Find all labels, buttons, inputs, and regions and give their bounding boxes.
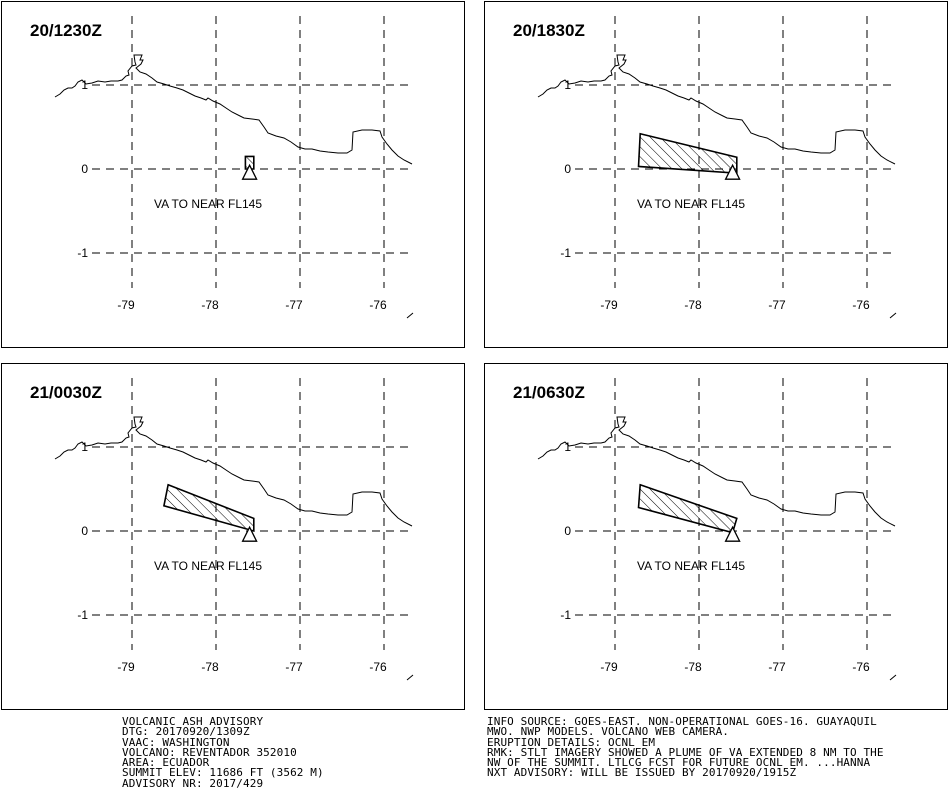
coastline (537, 54, 896, 165)
forecast-time-label: 20/1830Z (513, 21, 585, 40)
ash-cloud-polygon (637, 483, 738, 534)
advisory-dtg: DTG: 20170920/1309Z (122, 725, 250, 739)
forecast-panel-2: 20/1830Z 0 1 -1 -79 -78 -77 -76 VA TO NEAR FL145 (484, 1, 948, 348)
latitude-label: 0 (81, 162, 88, 176)
latitude-label: 0 (81, 524, 88, 538)
longitude-label: -78 (201, 660, 219, 674)
volcano-icon (724, 163, 741, 180)
flight-level-text: VA TO NEAR FL145 (637, 559, 745, 573)
advisory-summit-elev: SUMMIT ELEV: 11686 FT (3562 M) (122, 766, 324, 780)
longitude-label: -79 (600, 660, 618, 674)
volcano-icon (724, 525, 741, 542)
longitude-label: -79 (117, 660, 135, 674)
latitude-label: 1 (81, 440, 88, 454)
forecast-panel-1: 20/1230Z 0 1 -1 -79 -78 -77 -76 VA TO NEAR FL145 (1, 1, 465, 348)
volcano-icon (241, 163, 258, 180)
longitude-label: -78 (684, 298, 702, 312)
remark-line-2: NW OF THE SUMMIT. LTLCG FCST FOR FUTURE … (487, 756, 871, 770)
longitude-label: -77 (768, 298, 786, 312)
remark-line-1: RMK: STLT IMAGERY SHOWED A PLUME OF VA E… (487, 745, 884, 759)
longitude-label: -76 (369, 298, 387, 312)
latitude-label: 0 (564, 162, 571, 176)
ash-cloud-polygon (162, 483, 255, 533)
info-source-line-1: INFO SOURCE: GOES-EAST. NON-OPERATIONAL … (487, 715, 877, 728)
longitude-label: -76 (369, 660, 387, 674)
map-canvas: 21/0030Z 0 1 -1 -79 -78 -77 -76 VA TO NEAR FL145 (30, 378, 414, 681)
next-advisory: NXT ADVISORY: WILL BE ISSUED BY 20170920… (487, 766, 797, 780)
longitude-label: -77 (768, 660, 786, 674)
forecast-time-label: 20/1230Z (30, 21, 102, 40)
longitude-label: -77 (285, 660, 303, 674)
advisory-area: AREA: ECUADOR (122, 756, 210, 770)
advisory-details-text: INFO SOURCE: GOES-EAST. NON-OPERATIONAL … (487, 715, 949, 780)
latitude-label: 1 (564, 78, 571, 92)
latitude-label: 0 (564, 524, 571, 538)
advisory-number: ADVISORY NR: 2017/429 (122, 776, 264, 790)
longitude-label: -76 (852, 660, 870, 674)
eruption-details: ERUPTION DETAILS: OCNL EM (487, 735, 656, 749)
corner-mark (406, 674, 414, 681)
advisory-volcano: VOLCANO: REVENTADOR 352010 (122, 745, 297, 759)
latitude-label: 1 (564, 440, 571, 454)
volcano-icon (241, 525, 258, 542)
map-canvas: 20/1830Z 0 1 -1 -79 -78 -77 -76 VA TO NEAR FL145 (513, 16, 897, 319)
longitude-label: -78 (201, 298, 219, 312)
corner-mark (406, 312, 414, 319)
map-canvas: 20/1230Z 0 1 -1 -79 -78 -77 -76 VA TO NEAR FL145 (30, 16, 414, 319)
forecast-time-label: 21/0630Z (513, 383, 585, 402)
latitude-label: -1 (77, 608, 88, 622)
coastline (537, 416, 896, 527)
coastline (54, 54, 413, 165)
longitude-label: -78 (684, 660, 702, 674)
ash-cloud-polygon (637, 132, 738, 175)
longitude-label: -79 (117, 298, 135, 312)
longitude-label: -77 (285, 298, 303, 312)
flight-level-text: VA TO NEAR FL145 (637, 197, 745, 211)
longitude-label: -79 (600, 298, 618, 312)
flight-level-text: VA TO NEAR FL145 (154, 559, 262, 573)
advisory-vaac: VAAC: WASHINGTON (122, 735, 230, 749)
longitude-label: -76 (852, 298, 870, 312)
advisory-header-text: VOLCANIC ASH ADVISORY DTG: 20170920/1309… (122, 715, 482, 790)
latitude-label: 1 (81, 78, 88, 92)
forecast-time-label: 21/0030Z (30, 383, 102, 402)
corner-mark (889, 312, 897, 319)
forecast-panel-3: 21/0030Z 0 1 -1 -79 -78 -77 -76 VA TO NEAR FL145 (1, 363, 465, 710)
forecast-panel-4: 21/0630Z 0 1 -1 -79 -78 -77 -76 VA TO NEAR FL145 (484, 363, 948, 710)
advisory-title: VOLCANIC ASH ADVISORY (122, 715, 264, 728)
latitude-label: -1 (560, 608, 571, 622)
info-source-line-2: MWO. NWP MODELS. VOLCANO WEB CAMERA. (487, 725, 730, 739)
flight-level-text: VA TO NEAR FL145 (154, 197, 262, 211)
coastline (54, 416, 413, 527)
latitude-label: -1 (77, 246, 88, 260)
latitude-label: -1 (560, 246, 571, 260)
ash-cloud-polygon (244, 155, 255, 170)
map-canvas: 21/0630Z 0 1 -1 -79 -78 -77 -76 VA TO NEAR FL145 (513, 378, 897, 681)
corner-mark (889, 674, 897, 681)
